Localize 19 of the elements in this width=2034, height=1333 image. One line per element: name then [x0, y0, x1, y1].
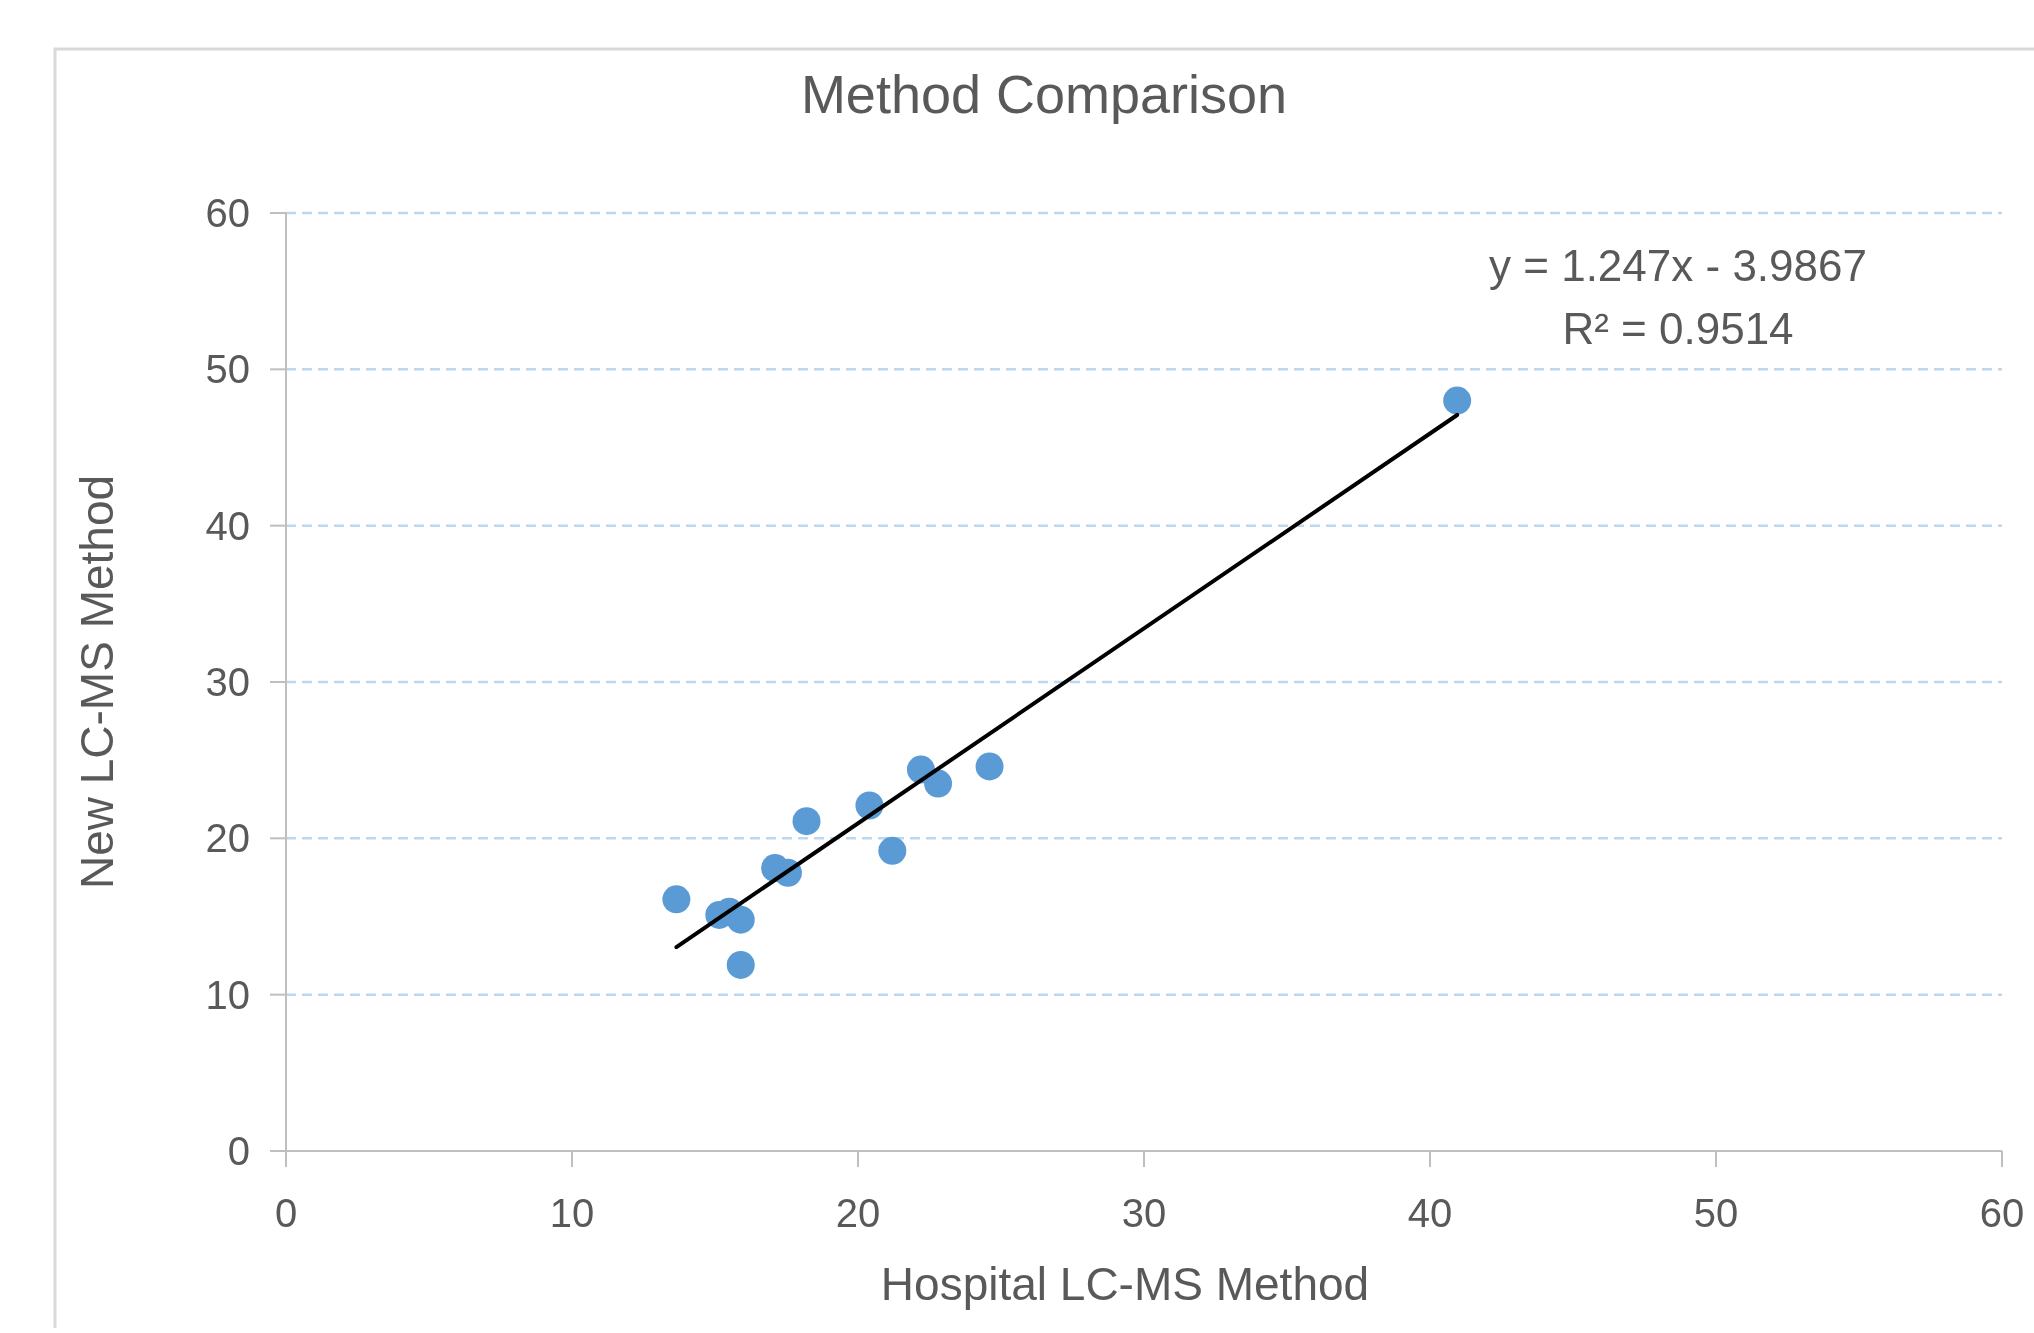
y-tick-label: 60 — [205, 191, 250, 235]
y-tick-label: 20 — [205, 816, 250, 861]
y-tick-label: 40 — [205, 503, 250, 548]
y-tick-label: 50 — [205, 347, 250, 392]
annotation: y = 1.247x - 3.9867 — [1489, 241, 1867, 290]
annotation: R² = 0.9514 — [1562, 304, 1794, 353]
x-tick-label: 10 — [549, 1191, 595, 1235]
y-axis-title: New LC-MS Method — [71, 474, 123, 890]
x-tick-label: 30 — [1121, 1191, 1167, 1235]
x-tick-label: 20 — [835, 1191, 881, 1235]
x-tick-label: 50 — [1693, 1191, 1739, 1235]
y-tick-label: 30 — [205, 660, 250, 704]
y-tick-label: 10 — [205, 972, 250, 1017]
x-axis-title: Hospital LC-MS Method — [880, 1258, 1370, 1310]
x-tick-label: 60 — [1979, 1191, 2025, 1235]
chart-title: Method Comparison — [800, 64, 1288, 124]
x-tick-label: 0 — [274, 1191, 298, 1235]
y-tick-label: 0 — [227, 1129, 250, 1173]
x-tick-label: 40 — [1407, 1191, 1453, 1235]
